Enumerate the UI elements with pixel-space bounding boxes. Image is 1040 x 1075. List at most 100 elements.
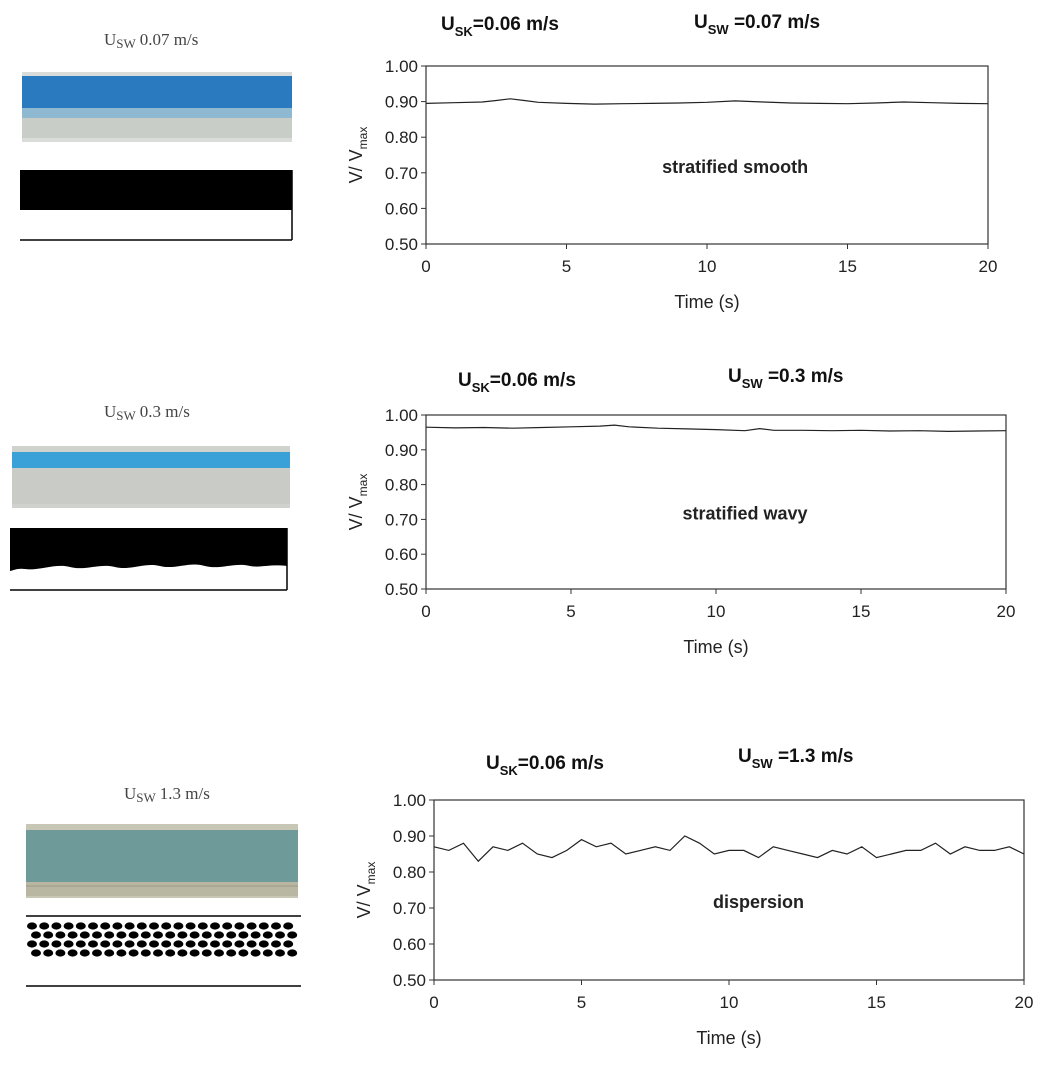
droplet bbox=[43, 949, 54, 957]
droplet bbox=[161, 940, 172, 948]
x-tick-label: 10 bbox=[720, 993, 739, 1012]
droplet bbox=[116, 931, 127, 939]
y-axis-title: V/ Vmax bbox=[346, 474, 370, 531]
x-axis-title: Time (s) bbox=[696, 1028, 761, 1048]
chart-1: 0.50 0.60 0.70 0.80 0.90 1.00 0 5 10 15 20 Time (s)… bbox=[346, 57, 998, 312]
droplet bbox=[250, 931, 261, 939]
droplet bbox=[128, 949, 139, 957]
x-tick-label: 10 bbox=[707, 602, 726, 621]
droplet bbox=[39, 922, 50, 930]
droplet bbox=[234, 940, 245, 948]
oil-layer bbox=[12, 452, 290, 468]
droplet bbox=[262, 931, 273, 939]
y-tick-label: 0.50 bbox=[385, 580, 418, 599]
droplet bbox=[258, 940, 269, 948]
droplet bbox=[197, 940, 208, 948]
droplet bbox=[88, 922, 98, 930]
droplet bbox=[149, 922, 159, 930]
y-tick-label: 1.00 bbox=[385, 57, 418, 76]
droplet bbox=[173, 922, 184, 930]
droplet bbox=[246, 922, 257, 930]
droplet bbox=[250, 949, 261, 957]
droplet bbox=[222, 922, 233, 930]
droplet bbox=[51, 940, 62, 948]
y-tick-label: 0.70 bbox=[385, 510, 418, 529]
y-tick-label: 0.60 bbox=[393, 935, 426, 954]
photo-label: USW 0.3 m/s bbox=[104, 402, 190, 423]
plot-frame bbox=[425, 65, 989, 245]
x-tick-label: 20 bbox=[997, 602, 1016, 621]
x-tick-label: 20 bbox=[1015, 993, 1034, 1012]
droplet bbox=[283, 922, 294, 930]
droplet bbox=[177, 931, 188, 939]
droplet bbox=[246, 940, 257, 948]
droplet bbox=[67, 949, 78, 957]
droplet bbox=[222, 940, 233, 948]
droplet bbox=[75, 940, 86, 948]
y-tick-label: 0.60 bbox=[385, 199, 418, 218]
droplet bbox=[27, 940, 37, 948]
droplet bbox=[63, 940, 74, 948]
droplet bbox=[185, 940, 196, 948]
oil-layer bbox=[26, 830, 298, 882]
photo-label: USW 1.3 m/s bbox=[124, 784, 210, 805]
y-tick-label: 0.90 bbox=[385, 93, 418, 112]
y-tick-label: 1.00 bbox=[385, 406, 418, 425]
droplet bbox=[104, 931, 115, 939]
droplet bbox=[214, 931, 224, 939]
droplet bbox=[136, 940, 147, 948]
droplet bbox=[275, 949, 285, 957]
droplet bbox=[140, 931, 151, 939]
y-tick-label: 0.80 bbox=[393, 863, 426, 882]
flow-pattern-annotation: stratified smooth bbox=[662, 157, 808, 177]
y-axis-title: V/ Vmax bbox=[354, 862, 378, 919]
droplet bbox=[27, 922, 37, 930]
y-tick-label: 1.00 bbox=[393, 791, 426, 810]
droplet bbox=[92, 949, 102, 957]
y-tick-label: 0.50 bbox=[385, 235, 418, 254]
water-layer bbox=[26, 882, 298, 896]
droplet bbox=[238, 931, 249, 939]
pipe-photo bbox=[26, 824, 298, 898]
droplet bbox=[173, 940, 184, 948]
droplet bbox=[128, 931, 139, 939]
droplet bbox=[124, 940, 135, 948]
droplet bbox=[226, 931, 237, 939]
plot-frame bbox=[425, 414, 1007, 590]
droplet bbox=[67, 931, 78, 939]
x-tick-label: 10 bbox=[698, 257, 717, 276]
droplet bbox=[31, 931, 41, 939]
droplet bbox=[31, 949, 41, 957]
droplet bbox=[185, 922, 196, 930]
droplet bbox=[262, 949, 273, 957]
droplet bbox=[75, 922, 86, 930]
x-tick-label: 5 bbox=[577, 993, 586, 1012]
droplet bbox=[275, 931, 285, 939]
water-layer bbox=[22, 118, 292, 138]
oil-band bbox=[20, 170, 292, 210]
x-tick-label: 0 bbox=[421, 602, 430, 621]
droplet bbox=[63, 922, 74, 930]
droplet bbox=[100, 922, 111, 930]
droplet bbox=[116, 949, 127, 957]
sk-condition: USK=0.06 m/s bbox=[486, 753, 604, 778]
oil-layer bbox=[22, 76, 292, 108]
droplet bbox=[140, 949, 151, 957]
y-tick-label: 0.90 bbox=[385, 441, 418, 460]
pipe-photo bbox=[12, 446, 290, 508]
droplet bbox=[271, 940, 281, 948]
droplet bbox=[79, 949, 90, 957]
y-tick-label: 0.70 bbox=[393, 899, 426, 918]
flow-pattern-annotation: stratified wavy bbox=[682, 503, 807, 523]
droplet bbox=[165, 949, 176, 957]
chart-3: 0.50 0.60 0.70 0.80 0.90 1.00 0 5 10 15 20 Time (s)… bbox=[354, 791, 1033, 1048]
x-tick-label: 15 bbox=[867, 993, 886, 1012]
droplet bbox=[104, 949, 115, 957]
x-tick-label: 15 bbox=[852, 602, 871, 621]
droplet bbox=[161, 922, 172, 930]
droplet bbox=[201, 949, 212, 957]
sw-condition: USW =1.3 m/s bbox=[738, 746, 854, 771]
x-tick-label: 20 bbox=[979, 257, 998, 276]
droplet bbox=[149, 940, 159, 948]
x-tick-label: 5 bbox=[566, 602, 575, 621]
